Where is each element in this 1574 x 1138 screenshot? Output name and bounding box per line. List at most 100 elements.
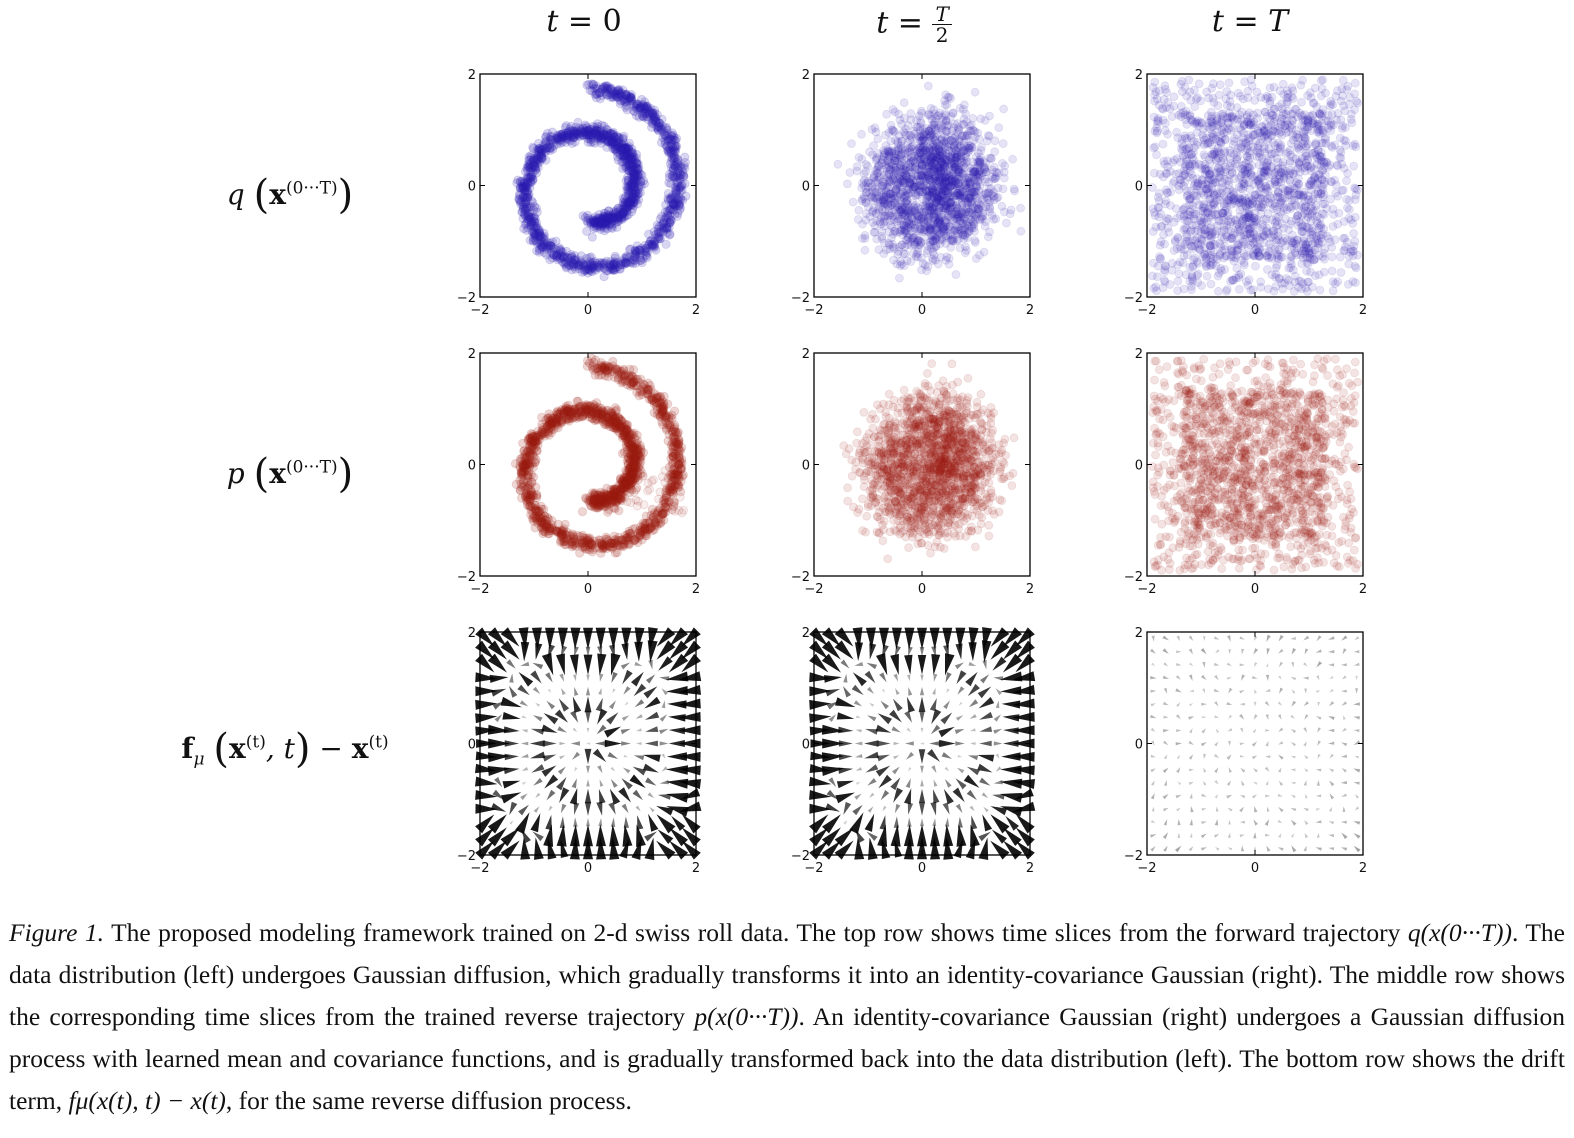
- scatter-point: [906, 115, 916, 125]
- scatter-point: [629, 181, 639, 192]
- scatter-point: [647, 118, 657, 128]
- scatter-point: [1180, 110, 1190, 120]
- scatter-point: [1314, 121, 1324, 130]
- scatter-point: [649, 243, 659, 253]
- scatter-point: [592, 126, 603, 136]
- scatter-point: [675, 183, 685, 193]
- scatter-point: [1234, 88, 1243, 98]
- scatter-point: [609, 87, 620, 97]
- scatter-points: [833, 81, 1026, 283]
- scatter-point: [936, 165, 946, 175]
- scatter-point: [964, 207, 974, 217]
- scatter-point: [625, 153, 636, 163]
- scatter-point: [647, 240, 657, 250]
- scatter-point: [600, 216, 610, 226]
- scatter-point: [873, 162, 883, 172]
- scatter-point: [1346, 215, 1356, 225]
- scatter-point: [915, 126, 925, 136]
- scatter-point: [999, 207, 1009, 217]
- scatter-point: [515, 177, 525, 187]
- scatter-point: [866, 178, 875, 188]
- scatter-point: [1275, 274, 1284, 284]
- scatter-point: [935, 108, 944, 118]
- scatter-point: [1192, 270, 1202, 280]
- scatter-point: [1217, 110, 1226, 119]
- scatter-point: [523, 209, 533, 219]
- scatter-point: [936, 146, 945, 156]
- scatter-point: [603, 85, 613, 95]
- scatter-point: [1207, 149, 1217, 159]
- scatter-point: [630, 168, 640, 178]
- scatter-point: [1214, 286, 1223, 296]
- scatter-point: [558, 253, 569, 263]
- scatter-point: [976, 114, 986, 124]
- scatter-point: [520, 186, 530, 196]
- scatter-point: [1276, 140, 1286, 150]
- scatter-point: [1266, 149, 1276, 159]
- scatter-point: [857, 129, 866, 139]
- scatter-point: [854, 205, 864, 215]
- scatter-point: [606, 218, 616, 228]
- scatter-point: [891, 165, 901, 175]
- scatter-point: [860, 233, 870, 243]
- scatter-point: [1350, 89, 1359, 99]
- scatter-point: [902, 186, 911, 196]
- scatter-point: [1238, 184, 1248, 194]
- scatter-point: [638, 254, 648, 264]
- scatter-point: [1248, 130, 1258, 140]
- scatter-point: [661, 224, 672, 234]
- scatter-point: [1163, 129, 1173, 139]
- scatter-point: [631, 192, 641, 202]
- scatter-point: [1181, 159, 1190, 169]
- row-label-forward: q (x(0···T)): [226, 172, 354, 218]
- scatter-point: [968, 114, 978, 123]
- scatter-point: [661, 239, 671, 249]
- scatter-point: [1185, 276, 1195, 286]
- scatter-point: [577, 267, 587, 277]
- scatter-point: [1187, 285, 1196, 295]
- scatter-point: [1150, 77, 1160, 87]
- scatter-point: [526, 196, 537, 206]
- scatter-point: [622, 258, 632, 268]
- scatter-point: [622, 149, 632, 159]
- scatter-point: [1299, 132, 1309, 142]
- scatter-point: [587, 232, 597, 242]
- scatter-point: [1243, 117, 1253, 127]
- scatter-point: [1150, 96, 1159, 106]
- scatter-point: [845, 168, 855, 177]
- scatter-point: [905, 219, 914, 229]
- scatter-point: [1229, 162, 1238, 172]
- scatter-point: [1192, 94, 1201, 104]
- scatter-point: [1278, 157, 1288, 167]
- scatter-point: [1288, 152, 1297, 162]
- scatter-point: [967, 184, 977, 194]
- scatter-point: [1202, 87, 1212, 97]
- scatter-point: [1240, 166, 1250, 176]
- scatter-point: [1215, 137, 1225, 147]
- scatter-point: [535, 145, 545, 155]
- scatter-point: [595, 260, 606, 270]
- scatter-point: [1285, 176, 1295, 186]
- scatter-point: [1154, 86, 1164, 96]
- scatter-point: [867, 124, 877, 134]
- scatter-point: [1208, 93, 1218, 103]
- scatter-point: [655, 234, 665, 244]
- scatter-point: [675, 201, 685, 211]
- scatter-point: [1339, 233, 1348, 243]
- panel-r1-c3: −2 0 2−202: [1124, 68, 1367, 318]
- scatter-point: [872, 209, 881, 219]
- scatter-point: [573, 117, 583, 128]
- scatter-point: [612, 141, 622, 151]
- scatter-point: [592, 119, 603, 129]
- scatter-point: [624, 166, 634, 176]
- panel-r1-c1: −2 0 2−202: [457, 68, 700, 318]
- scatter-point: [1319, 157, 1329, 167]
- scatter-point: [1272, 205, 1282, 215]
- scatter-point: [1199, 140, 1209, 150]
- scatter-point: [906, 152, 916, 162]
- scatter-point: [1182, 91, 1191, 101]
- scatter-point: [545, 255, 555, 265]
- scatter-point: [619, 205, 630, 215]
- scatter-point: [536, 154, 547, 164]
- scatter-point: [1349, 228, 1358, 238]
